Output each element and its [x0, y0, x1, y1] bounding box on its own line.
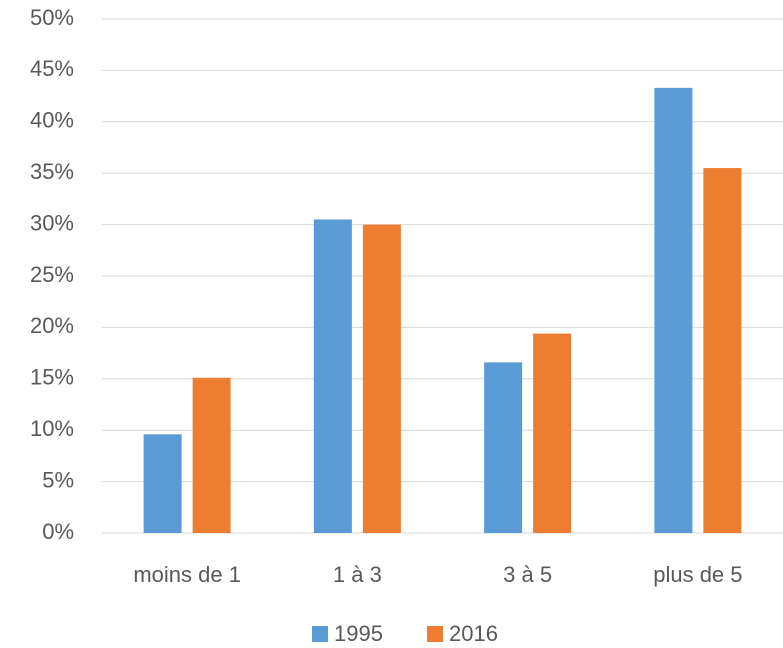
y-tick-label: 50%: [30, 5, 74, 30]
y-tick-label: 30%: [30, 210, 74, 235]
legend-swatch: [427, 626, 443, 642]
y-tick-label: 10%: [30, 416, 74, 441]
bar: [362, 224, 401, 533]
bar: [313, 219, 352, 533]
bar: [192, 377, 231, 533]
bar: [703, 168, 742, 533]
bar: [484, 362, 523, 533]
legend-label: 1995: [334, 621, 383, 646]
bar: [654, 87, 693, 533]
y-tick-label: 20%: [30, 313, 74, 338]
y-tick-label: 45%: [30, 56, 74, 81]
x-tick-label: 1 à 3: [333, 562, 382, 587]
bar: [143, 434, 182, 533]
y-tick-label: 15%: [30, 365, 74, 390]
x-tick-label: moins de 1: [133, 562, 241, 587]
bar: [533, 333, 572, 533]
y-tick-label: 35%: [30, 159, 74, 184]
x-tick-label: plus de 5: [653, 562, 742, 587]
legend-label: 2016: [449, 621, 498, 646]
y-tick-label: 40%: [30, 108, 74, 133]
y-tick-label: 25%: [30, 262, 74, 287]
legend-swatch: [312, 626, 328, 642]
y-tick-label: 5%: [42, 467, 74, 492]
y-tick-label: 0%: [42, 519, 74, 544]
x-tick-label: 3 à 5: [503, 562, 552, 587]
